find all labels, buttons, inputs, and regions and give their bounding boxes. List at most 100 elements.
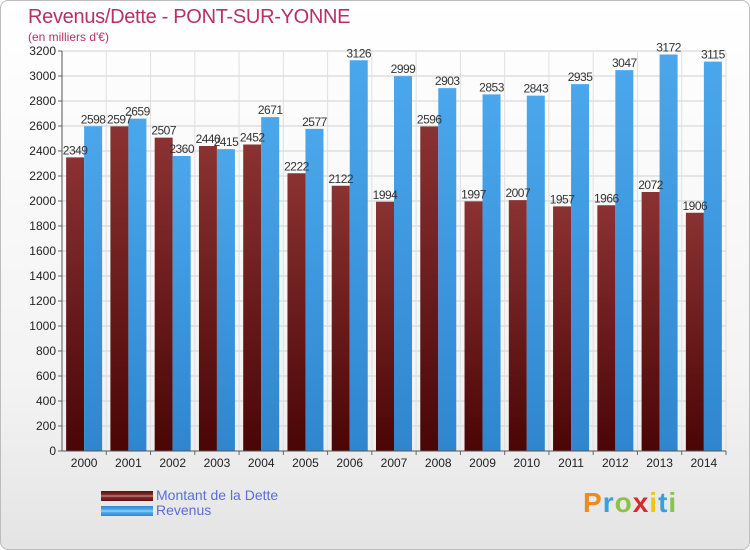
y-tick-label: 1800 xyxy=(29,219,56,233)
x-tick-label: 2005 xyxy=(292,456,319,470)
y-tick-label: 600 xyxy=(36,369,56,383)
data-label-dette: 2596 xyxy=(417,113,443,127)
bar-dette xyxy=(685,212,704,451)
bar-revenus xyxy=(438,88,457,451)
y-tick-label: 2200 xyxy=(29,169,56,183)
data-label-revenus: 3126 xyxy=(346,46,372,60)
x-tick-label: 2004 xyxy=(248,456,275,470)
bars xyxy=(66,54,722,451)
data-label-dette: 2452 xyxy=(240,131,266,145)
logo-letter: P xyxy=(583,487,603,518)
y-tick-label: 3000 xyxy=(29,69,56,83)
x-tick-label: 2012 xyxy=(602,456,629,470)
x-tick-label: 2006 xyxy=(336,456,363,470)
legend-label-revenus: Revenus xyxy=(156,502,212,518)
logo-letter: r xyxy=(602,487,615,518)
x-tick-label: 2003 xyxy=(204,456,231,470)
bar-revenus xyxy=(394,76,412,451)
bar-dette xyxy=(198,146,217,451)
y-tick-label: 2800 xyxy=(29,94,56,108)
data-label-revenus: 2903 xyxy=(435,74,461,88)
bar-revenus xyxy=(84,126,103,451)
y-tick-label: 200 xyxy=(36,419,56,433)
x-tick-label: 2000 xyxy=(71,456,98,470)
y-tick-label: 2000 xyxy=(29,194,56,208)
data-label-dette: 1997 xyxy=(461,187,487,201)
x-tick-label: 2009 xyxy=(469,456,496,470)
bar-revenus xyxy=(659,54,678,451)
data-label-revenus: 2577 xyxy=(302,115,328,129)
data-label-dette: 1957 xyxy=(550,192,576,206)
data-label-dette: 2440 xyxy=(196,132,222,146)
proxiti-logo: Proxiti xyxy=(583,487,677,519)
bar-revenus xyxy=(261,117,280,451)
data-label-revenus: 3172 xyxy=(656,41,682,55)
x-tick-label: 2007 xyxy=(381,456,408,470)
logo-letter: i xyxy=(668,487,678,518)
data-label-revenus: 2598 xyxy=(81,112,107,126)
bar-revenus xyxy=(128,118,147,451)
x-tick-label: 2002 xyxy=(159,456,186,470)
data-label-dette: 1994 xyxy=(373,188,399,202)
x-tick-label: 2013 xyxy=(646,456,673,470)
bar-revenus xyxy=(703,61,722,451)
bar-revenus xyxy=(216,149,235,451)
bar-revenus xyxy=(305,128,324,451)
bar-dette xyxy=(110,126,129,451)
data-label-dette: 2507 xyxy=(151,124,177,138)
axes: 0 200 400 600 800 1000 1200 1400 1600 1800 2000 220… xyxy=(29,44,727,470)
y-tick-label: 1200 xyxy=(29,294,56,308)
data-label-revenus: 2935 xyxy=(568,70,594,84)
bar-dette xyxy=(641,192,660,451)
x-tick-label: 2011 xyxy=(558,456,584,470)
x-tick-label: 2014 xyxy=(691,456,718,470)
y-tick-label: 1400 xyxy=(29,269,56,283)
data-label-dette: 1966 xyxy=(594,191,620,205)
data-label-dette: 2222 xyxy=(284,159,310,173)
bar-revenus xyxy=(349,60,368,451)
bar-dette xyxy=(553,206,572,451)
bar-revenus xyxy=(172,156,191,451)
data-label-revenus: 2671 xyxy=(258,103,284,117)
data-label-revenus: 2999 xyxy=(391,62,417,76)
bar-revenus xyxy=(482,94,501,451)
data-label-dette: 2122 xyxy=(328,172,354,186)
x-tick-label: 2008 xyxy=(425,456,452,470)
data-label-revenus: 3047 xyxy=(612,56,638,70)
data-label-dette: 2072 xyxy=(638,178,664,192)
legend-swatch-dette xyxy=(101,491,153,501)
y-tick-label: 1000 xyxy=(29,319,56,333)
bar-dette xyxy=(597,205,616,451)
bar-revenus xyxy=(571,84,590,451)
logo-letter: x xyxy=(632,487,650,518)
legend-label-dette: Montant de la Dette xyxy=(156,487,279,503)
data-label-dette: 2007 xyxy=(505,186,531,200)
bar-dette xyxy=(66,157,85,451)
y-tick-label: 1600 xyxy=(29,244,56,258)
data-label-dette: 1906 xyxy=(683,199,709,213)
bar-dette xyxy=(508,200,527,451)
bar-revenus xyxy=(526,95,545,451)
y-tick-label: 2600 xyxy=(29,119,56,133)
data-label-dette: 2597 xyxy=(107,112,133,126)
data-label-revenus: 2843 xyxy=(523,82,549,96)
data-label-revenus: 3115 xyxy=(701,48,726,62)
y-tick-label: 800 xyxy=(36,344,56,358)
chart-title: Revenus/Dette - PONT-SUR-YONNE xyxy=(28,6,351,28)
bar-dette xyxy=(287,173,306,451)
y-tick-label: 400 xyxy=(36,394,56,408)
data-label-revenus: 2853 xyxy=(479,80,505,94)
data-label-dette: 2349 xyxy=(63,143,89,157)
data-label-revenus: 2659 xyxy=(125,105,151,119)
data-label-revenus: 2360 xyxy=(169,142,195,156)
data-label-revenus: 2415 xyxy=(214,135,240,149)
y-tick-label: 2400 xyxy=(29,144,56,158)
y-tick-label: 0 xyxy=(49,444,56,458)
legend-swatch-revenus xyxy=(101,506,153,516)
logo-letter: i xyxy=(649,487,659,518)
x-tick-label: 2010 xyxy=(513,456,540,470)
chart-subtitle: (en milliers d'€) xyxy=(28,30,109,44)
bar-dette xyxy=(243,144,262,451)
